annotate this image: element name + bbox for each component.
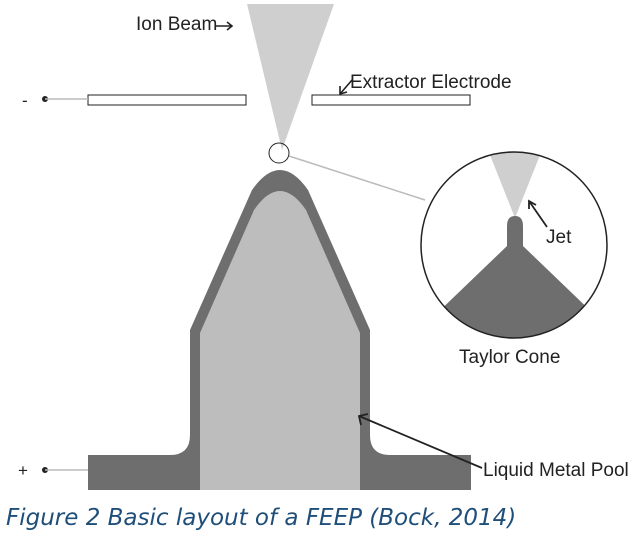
figure-caption: Figure 2 Basic layout of a FEEP (Bock, 2… bbox=[6, 505, 517, 531]
positive-terminal-sign: + bbox=[18, 461, 28, 480]
zoom-leader-line bbox=[288, 155, 426, 201]
tip-highlight-circle bbox=[268, 142, 290, 164]
negative-terminal-sign: - bbox=[22, 91, 28, 110]
jet-arrow bbox=[528, 199, 548, 228]
zoom-inset-outline bbox=[420, 151, 608, 339]
ion-beam-arrow bbox=[215, 21, 234, 31]
feep-diagram: - + Ion Beam Extractor Electrode Jet Tay… bbox=[18, 4, 629, 490]
extractor-electrode-left-plate bbox=[87, 94, 247, 106]
zoom-inset-content bbox=[430, 152, 600, 338]
ion-beam-label: Ion Beam bbox=[136, 14, 217, 35]
extractor-electrode-label: Extractor Electrode bbox=[350, 72, 512, 93]
needle-shape bbox=[200, 191, 360, 490]
ion-beam-shape bbox=[247, 4, 334, 150]
inset-ion-beam-shape bbox=[488, 152, 542, 218]
taylor-cone-shape bbox=[430, 216, 600, 338]
taylor-cone-label: Taylor Cone bbox=[459, 347, 560, 368]
liquid-metal-pool-arrow bbox=[357, 413, 483, 469]
extractor-electrode-right-plate bbox=[311, 94, 471, 106]
jet-label: Jet bbox=[546, 227, 572, 248]
liquid-metal-pool-label: Liquid Metal Pool bbox=[483, 460, 629, 481]
extractor-electrode-arrow bbox=[339, 79, 353, 96]
